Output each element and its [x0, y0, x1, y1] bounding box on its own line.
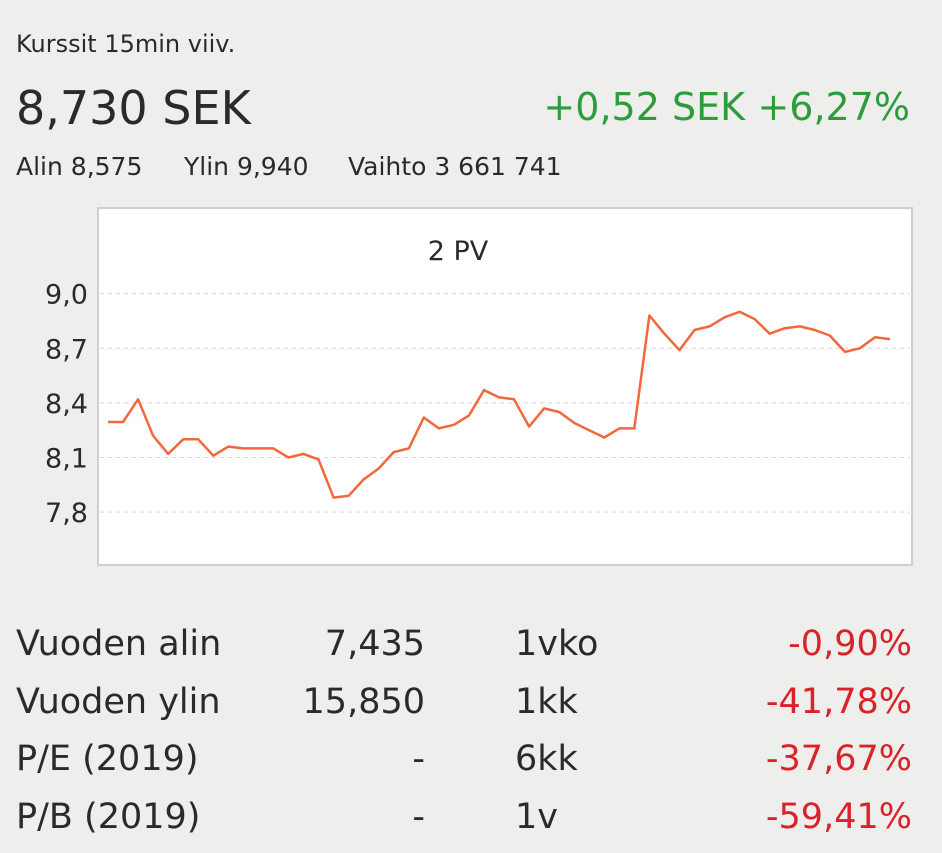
- row-value: -: [412, 797, 425, 837]
- stat: Alin 8,575: [16, 152, 142, 181]
- period-label: 1kk: [515, 682, 579, 722]
- row-label: Vuoden ylin: [16, 682, 221, 722]
- row-value: -: [412, 739, 425, 779]
- change: +0,52 SEK: [543, 85, 746, 129]
- y-tick-label: 8,4: [45, 389, 88, 420]
- period-change: -41,78%: [766, 682, 912, 722]
- price-line: [108, 310, 891, 499]
- y-tick-label: 9,0: [45, 280, 88, 311]
- chart-frame: [97, 207, 913, 566]
- table: Vuoden alin 7,435 1vko -0,90% Vuoden ylin 15,…: [16, 624, 912, 837]
- row-value: 15,850: [303, 682, 425, 722]
- period-change: -59,41%: [766, 797, 912, 837]
- period-label: 1vko: [515, 624, 598, 664]
- row-value: 7,435: [325, 624, 425, 664]
- delay-note: Kurssit 15min viiv.: [16, 30, 235, 58]
- row-label: Vuoden alin: [16, 624, 221, 664]
- price: 8,730 SEK: [16, 81, 253, 135]
- stat: Ylin 9,940: [183, 152, 309, 181]
- change-percent: +6,27%: [757, 85, 910, 129]
- period-label: 6kk: [515, 739, 579, 779]
- stat: Vaihto 3 661 741: [348, 152, 562, 181]
- y-tick-label: 8,1: [45, 444, 88, 475]
- y-tick-label: 8,7: [45, 334, 88, 365]
- period-change: -37,67%: [766, 739, 912, 779]
- chart-title: 2 PV: [428, 236, 489, 267]
- period-label: 1v: [515, 797, 558, 837]
- row-label: P/B (2019): [16, 797, 200, 837]
- period-change: -0,90%: [788, 624, 912, 664]
- chart: 7,8 8,1 8,4 8,7 9,0: [45, 280, 910, 529]
- row-label: P/E (2019): [16, 739, 199, 779]
- y-tick-label: 7,8: [45, 498, 88, 529]
